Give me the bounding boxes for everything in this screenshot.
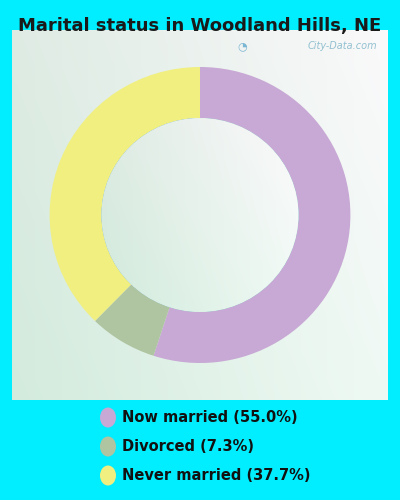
Wedge shape: [50, 67, 200, 321]
Circle shape: [102, 118, 298, 312]
Text: ◔: ◔: [237, 41, 247, 51]
Wedge shape: [95, 284, 170, 356]
Text: City-Data.com: City-Data.com: [307, 41, 377, 51]
Text: Divorced (7.3%): Divorced (7.3%): [122, 439, 254, 454]
Text: Now married (55.0%): Now married (55.0%): [122, 410, 298, 425]
Text: Marital status in Woodland Hills, NE: Marital status in Woodland Hills, NE: [18, 18, 382, 36]
Circle shape: [102, 118, 298, 312]
Wedge shape: [154, 67, 350, 363]
Text: Never married (37.7%): Never married (37.7%): [122, 468, 310, 483]
